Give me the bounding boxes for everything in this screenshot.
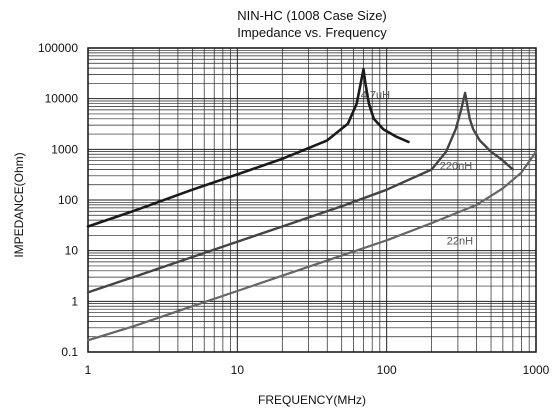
y-tick-label: 10000 <box>45 92 79 106</box>
y-tick-label: 100 <box>58 193 78 207</box>
chart-title: NIN-HC (1008 Case Size) <box>237 8 387 23</box>
series-label-22nh: 22nH <box>447 236 473 248</box>
y-axis-ticks: 0.1 1 10 100 1000 10000 100000 <box>38 41 78 359</box>
y-axis-label: IMPEDANCE(Ohm) <box>12 152 26 257</box>
series-line-4.7uh <box>86 68 410 228</box>
x-tick-label: 10 <box>231 363 245 377</box>
x-tick-label: 100 <box>377 363 397 377</box>
plot-area <box>87 47 537 353</box>
x-axis-label: FREQUENCY(MHz) <box>258 393 366 407</box>
series-line-220nh <box>86 91 515 294</box>
y-tick-label: 1000 <box>51 142 78 156</box>
series-lines <box>86 68 538 342</box>
y-tick-label: 100000 <box>38 41 78 55</box>
series-line-22nh <box>86 150 538 342</box>
x-tick-label: 1 <box>85 363 92 377</box>
series-label-4.7uh: 4.7uH <box>361 90 390 102</box>
x-axis-ticks: 1 10 100 1000 <box>85 363 550 377</box>
chart-subtitle: Impedance vs. Frequency <box>237 25 387 40</box>
x-tick-label: 1000 <box>523 363 550 377</box>
series-labels: 4.7uH 220nH 22nH <box>361 90 473 248</box>
y-tick-label: 10 <box>65 244 79 258</box>
chart-grid <box>87 48 536 353</box>
series-label-220nh: 220nH <box>440 160 472 172</box>
y-tick-label: 0.1 <box>61 345 78 359</box>
y-tick-label: 1 <box>71 294 78 308</box>
